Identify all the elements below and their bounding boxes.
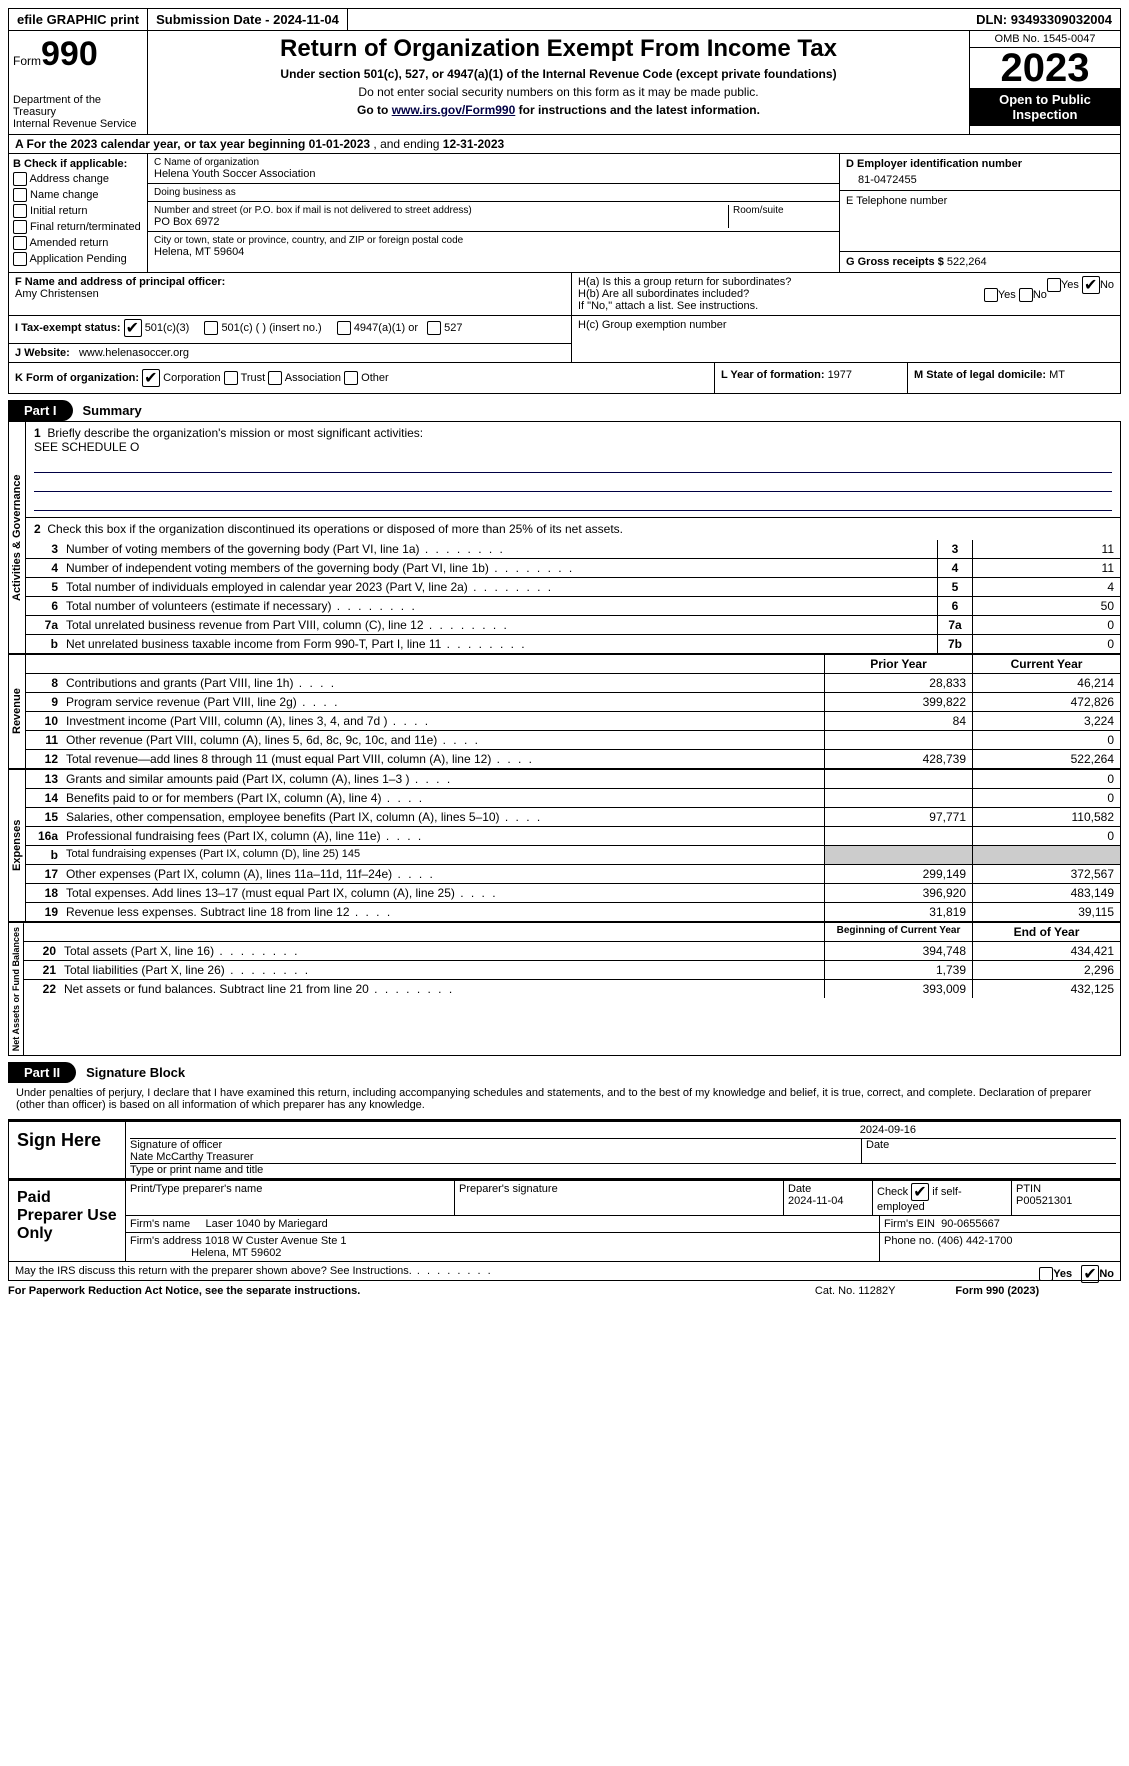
net-line-20: 20Total assets (Part X, line 16)394,7484… [24, 941, 1120, 960]
exp-line-16a: 16aProfessional fundraising fees (Part I… [26, 826, 1120, 845]
submission-date: Submission Date - 2024-11-04 [148, 9, 348, 30]
checkbox-initial-return: Initial return [13, 204, 143, 218]
checkbox-name-change: Name change [13, 188, 143, 202]
gov-line-4: 4Number of independent voting members of… [26, 558, 1120, 577]
checkbox-address-change: Address change [13, 172, 143, 186]
website: www.helenasoccer.org [79, 347, 189, 359]
perjury-text: Under penalties of perjury, I declare th… [8, 1083, 1121, 1115]
gov-line-3: 3Number of voting members of the governi… [26, 540, 1120, 558]
main-info: B Check if applicable: Address change Na… [8, 154, 1121, 273]
501c3-check [124, 319, 142, 337]
mission-text: SEE SCHEDULE O [34, 440, 139, 454]
row-a: A For the 2023 calendar year, or tax yea… [8, 135, 1121, 154]
rev-line-8: 8Contributions and grants (Part VIII, li… [26, 673, 1120, 692]
part1-header: Part I Summary [8, 400, 1121, 421]
part1-body: Activities & Governance 1 Briefly descri… [8, 421, 1121, 1056]
exp-line-18: 18Total expenses. Add lines 13–17 (must … [26, 883, 1120, 902]
ha-no-check [1082, 276, 1100, 294]
exp-line-17: 17Other expenses (Part IX, column (A), l… [26, 864, 1120, 883]
org-name: Helena Youth Soccer Association [154, 168, 833, 180]
form-title: Return of Organization Exempt From Incom… [156, 35, 961, 63]
rev-line-11: 11Other revenue (Part VIII, column (A), … [26, 730, 1120, 749]
net-line-22: 22Net assets or fund balances. Subtract … [24, 979, 1120, 998]
rev-line-12: 12Total revenue—add lines 8 through 11 (… [26, 749, 1120, 768]
ein: 81-0472455 [858, 174, 1114, 186]
corp-check [142, 369, 160, 387]
row-k: K Form of organization: Corporation Trus… [8, 363, 1121, 394]
row-f-h: F Name and address of principal officer:… [8, 273, 1121, 316]
col-b: B Check if applicable: Address change Na… [9, 154, 148, 272]
form-number: 990 [41, 35, 98, 73]
dln: DLN: 93493309032004 [968, 9, 1120, 30]
preparer-block: Paid Preparer Use Only Print/Type prepar… [8, 1179, 1121, 1262]
row-i-j: I Tax-exempt status: 501(c)(3) 501(c) ( … [8, 316, 1121, 363]
rev-line-9: 9Program service revenue (Part VIII, lin… [26, 692, 1120, 711]
exp-line-19: 19Revenue less expenses. Subtract line 1… [26, 902, 1120, 921]
exp-line-13: 13Grants and similar amounts paid (Part … [26, 770, 1120, 788]
gov-line-7b: bNet unrelated business taxable income f… [26, 634, 1120, 653]
footer: For Paperwork Reduction Act Notice, see … [8, 1281, 1039, 1301]
gov-line-7a: 7aTotal unrelated business revenue from … [26, 615, 1120, 634]
checkbox-final-return/terminated: Final return/terminated [13, 220, 143, 234]
rev-line-10: 10Investment income (Part VIII, column (… [26, 711, 1120, 730]
irs-link[interactable]: www.irs.gov/Form990 [392, 103, 516, 117]
gov-line-5: 5Total number of individuals employed in… [26, 577, 1120, 596]
exp-line-14: 14Benefits paid to or for members (Part … [26, 788, 1120, 807]
form-header: Form990 Department of the Treasury Inter… [8, 31, 1121, 135]
net-line-21: 21Total liabilities (Part X, line 26)1,7… [24, 960, 1120, 979]
self-emp-check [911, 1183, 929, 1201]
top-bar: efile GRAPHIC print Submission Date - 20… [8, 8, 1121, 31]
exp-line-b: bTotal fundraising expenses (Part IX, co… [26, 845, 1120, 864]
firm-name: Laser 1040 by Mariegard [205, 1218, 327, 1230]
part2-header: Part II Signature Block [8, 1062, 1121, 1083]
checkbox-application-pending: Application Pending [13, 252, 143, 266]
exp-line-15: 15Salaries, other compensation, employee… [26, 807, 1120, 826]
officer-name: Nate McCarthy Treasurer [130, 1151, 253, 1163]
gov-line-6: 6Total number of volunteers (estimate if… [26, 596, 1120, 615]
tax-year: 2023 [970, 48, 1120, 88]
may-irs-row: May the IRS discuss this return with the… [8, 1262, 1121, 1281]
checkbox-amended-return: Amended return [13, 236, 143, 250]
gross-receipts: 522,264 [947, 256, 987, 268]
signature-block: Sign Here 2024-09-16 Signature of office… [8, 1119, 1121, 1179]
may-irs-no [1081, 1265, 1099, 1283]
efile-label: efile GRAPHIC print [9, 9, 148, 30]
